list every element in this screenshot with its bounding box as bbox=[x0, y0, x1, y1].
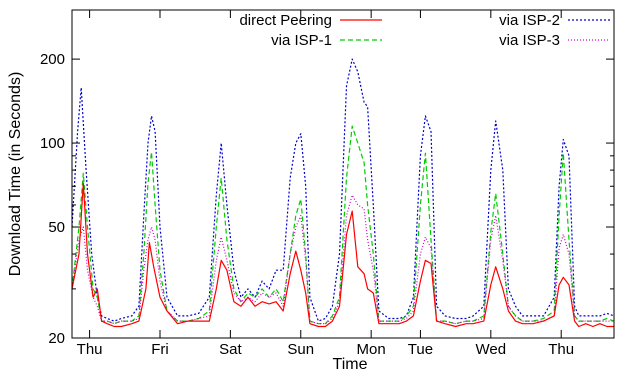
x-tick-label: Tue bbox=[408, 341, 433, 358]
x-tick-label: Wed bbox=[476, 341, 507, 358]
legend-label-0: direct Peering bbox=[239, 12, 332, 29]
y-tick-label: 100 bbox=[40, 135, 65, 152]
y-axis: 20 50 100 200 bbox=[40, 9, 614, 347]
x-tick-label: Sat bbox=[219, 341, 242, 358]
plot-lines bbox=[71, 58, 615, 328]
series-line-1 bbox=[71, 125, 615, 325]
series-line-3 bbox=[71, 194, 614, 325]
x-tick-label: Thu bbox=[548, 341, 574, 358]
y-tick-label: 20 bbox=[48, 330, 65, 347]
x-tick-label: Mon bbox=[357, 341, 386, 358]
y-tick-label: 50 bbox=[48, 219, 65, 236]
series-line-0 bbox=[71, 182, 614, 328]
legend-label-2: via ISP-2 bbox=[499, 12, 560, 29]
x-axis: Thu Fri Sat Sun Mon Tue Wed Thu bbox=[77, 10, 574, 358]
x-tick-label: Thu bbox=[77, 341, 103, 358]
x-tick-label: Fri bbox=[151, 341, 169, 358]
plot-frame bbox=[71, 9, 615, 339]
x-axis-title: Time bbox=[333, 356, 368, 372]
legend-label-3: via ISP-3 bbox=[499, 32, 560, 49]
y-tick-label: 200 bbox=[40, 51, 65, 68]
series-line-2 bbox=[71, 58, 615, 322]
legend: direct Peering via ISP-1 via ISP-2 via ISP-… bbox=[239, 12, 610, 49]
y-axis-title: Download Time (in Seconds) bbox=[7, 72, 24, 277]
x-tick-label: Sun bbox=[287, 341, 314, 358]
legend-label-1: via ISP-1 bbox=[271, 32, 332, 49]
